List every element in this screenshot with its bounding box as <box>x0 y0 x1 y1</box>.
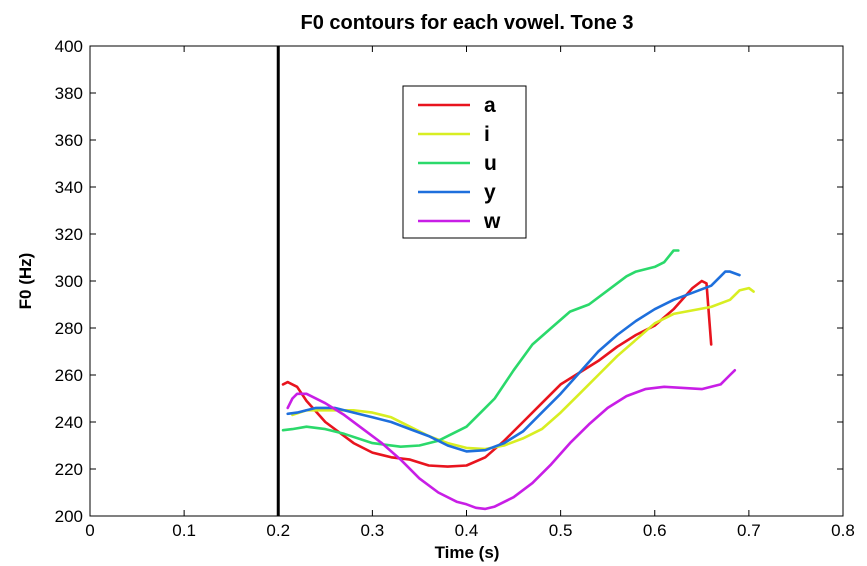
x-tick-label: 0 <box>85 521 94 540</box>
y-tick-label: 360 <box>55 131 83 150</box>
x-tick-label: 0.2 <box>266 521 290 540</box>
series-line-u <box>281 249 680 449</box>
y-tick-label: 400 <box>55 37 83 56</box>
axis-ticks: 0 0.1 0.2 0.3 0.4 0.5 0.6 0.7 0.8 200 220 240 260 280… <box>55 37 855 540</box>
x-tick-label: 0.7 <box>737 521 761 540</box>
x-tick-label: 0.4 <box>455 521 479 540</box>
plot-content <box>276 46 755 516</box>
y-tick-label: 240 <box>55 413 83 432</box>
x-tick-label: 0.6 <box>643 521 667 540</box>
legend-label-y: y <box>484 181 496 204</box>
series-line-a <box>281 279 713 468</box>
x-tick-label: 0.1 <box>172 521 196 540</box>
legend-label-w: w <box>483 210 501 233</box>
y-tick-label: 320 <box>55 225 83 244</box>
legend-label-i: i <box>484 123 490 146</box>
x-tick-label: 0.8 <box>831 521 855 540</box>
series-line-w <box>286 368 737 511</box>
y-tick-label: 380 <box>55 84 83 103</box>
legend-label-a: a <box>484 94 496 117</box>
y-tick-label: 220 <box>55 460 83 479</box>
x-tick-label: 0.5 <box>549 521 573 540</box>
chart-title: F0 contours for each vowel. Tone 3 <box>300 12 633 34</box>
y-tick-label: 200 <box>55 507 83 526</box>
legend-label-u: u <box>484 152 497 175</box>
series-line-y <box>286 270 741 453</box>
y-tick-label: 340 <box>55 178 83 197</box>
series-line-i <box>291 286 755 451</box>
x-axis-label: Time (s) <box>435 543 500 562</box>
y-tick-label: 280 <box>55 319 83 338</box>
x-tick-label: 0.3 <box>361 521 385 540</box>
y-tick-label: 300 <box>55 272 83 291</box>
y-tick-label: 260 <box>55 366 83 385</box>
y-axis-label: F0 (Hz) <box>16 253 35 310</box>
